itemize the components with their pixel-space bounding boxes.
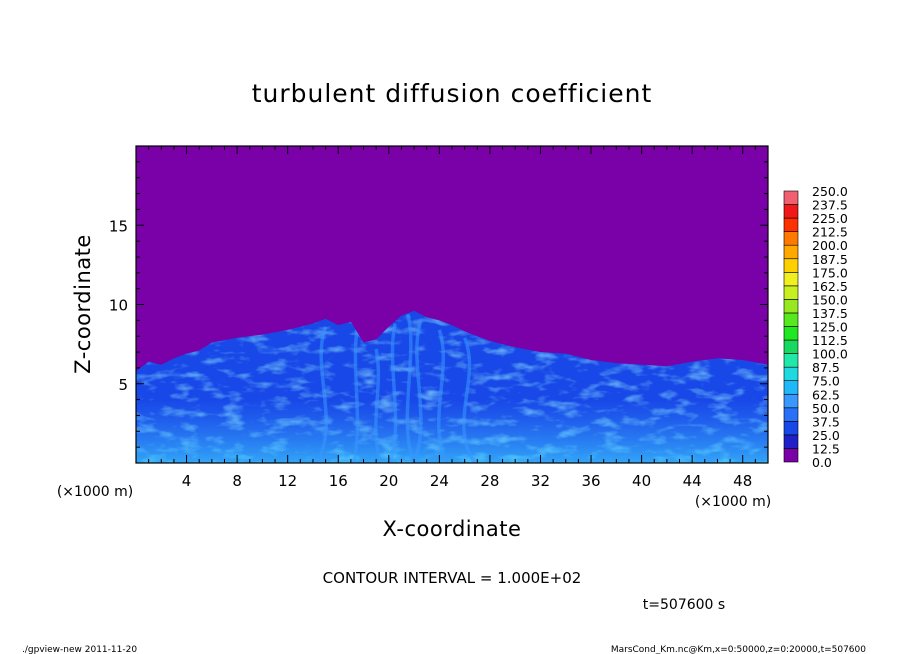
plume-streak — [436, 329, 450, 463]
colorbar-swatch — [783, 244, 799, 260]
colorbar-swatch — [783, 393, 799, 409]
colorbar-swatch — [783, 448, 799, 463]
y-tick-label: 5 — [118, 376, 128, 394]
colorbar-label: 25.0 — [812, 428, 840, 443]
plume-streak — [315, 326, 329, 463]
colorbar-label: 187.5 — [812, 252, 848, 267]
colorbar-swatch — [783, 299, 799, 314]
plume-streak — [405, 313, 416, 463]
colorbar-label: 37.5 — [812, 414, 840, 429]
y-tick-label: 15 — [109, 217, 128, 235]
plume-streak — [411, 321, 423, 463]
x-tick-label: 24 — [430, 472, 449, 490]
colorbar-label: 0.0 — [812, 455, 832, 470]
surface-glow — [136, 399, 768, 463]
x-tick-label: 20 — [379, 472, 398, 490]
x-axis-label: X-coordinate — [383, 517, 522, 541]
chart-title: turbulent diffusion coefficient — [252, 79, 653, 108]
time-text: t=507600 s — [643, 597, 725, 613]
x-tick-label: 48 — [733, 472, 752, 490]
plume-streak — [388, 323, 398, 463]
colorbar-swatch — [783, 258, 799, 273]
colorbar-label: 75.0 — [812, 374, 840, 389]
x-tick-label: 12 — [278, 472, 297, 490]
contour-interval-text: CONTOUR INTERVAL = 1.000E+02 — [323, 569, 582, 587]
colorbar-label: 162.5 — [812, 279, 848, 294]
colorbar-swatch — [783, 353, 799, 368]
colorbar-label: 237.5 — [812, 198, 848, 213]
colorbar-label: 125.0 — [812, 320, 848, 335]
colorbar-swatch — [783, 231, 799, 246]
colorbar-label: 100.0 — [812, 347, 848, 362]
y-tick-label: 10 — [109, 297, 128, 315]
x-tick-label: 36 — [581, 472, 600, 490]
plume-streak — [351, 328, 360, 463]
colorbar-swatch — [783, 407, 799, 422]
colorbar-swatch — [783, 190, 799, 205]
colorbar-label: 112.5 — [812, 333, 848, 348]
colorbar-swatch — [783, 366, 799, 381]
y-axis-ticks: 5 10 15 — [109, 161, 768, 448]
colorbar-swatch — [783, 312, 799, 327]
colorbar — [783, 190, 799, 463]
colorbar-swatch — [783, 326, 799, 341]
colorbar-swatch — [783, 339, 799, 354]
colorbar-labels: 250.0237.5225.0212.5200.0187.5175.0162.5… — [812, 184, 848, 470]
x-tick-label: 8 — [232, 472, 242, 490]
colorbar-label: 200.0 — [812, 238, 848, 253]
colorbar-label: 62.5 — [812, 387, 840, 402]
colorbar-swatch — [783, 421, 799, 436]
y-axis-label: Z-coordinate — [71, 234, 95, 374]
footer-right: MarsCond_Km.nc@Km,x=0:50000,z=0:20000,t=… — [611, 645, 866, 654]
colorbar-swatch — [783, 271, 799, 287]
colorbar-swatch — [783, 380, 799, 395]
plume-streak — [374, 348, 383, 463]
colorbar-label: 225.0 — [812, 211, 848, 226]
plume-streak — [462, 337, 477, 463]
colorbar-label: 50.0 — [812, 401, 840, 416]
colorbar-swatch — [783, 285, 799, 300]
plot-area — [136, 146, 768, 463]
x-tick-label: 28 — [480, 472, 499, 490]
x-tick-label: 44 — [683, 472, 702, 490]
colorbar-swatch — [783, 434, 799, 449]
colorbar-label: 250.0 — [812, 184, 848, 199]
x-tick-label: 16 — [329, 472, 348, 490]
x-tick-label: 40 — [632, 472, 651, 490]
colorbar-swatch — [783, 217, 799, 232]
x-tick-label: 32 — [531, 472, 550, 490]
colorbar-label: 87.5 — [812, 360, 840, 375]
x-axis-ticks: 4 8 12 16 20 24 28 32 36 40 44 48 — [148, 146, 756, 490]
x-tick-label: 4 — [182, 472, 192, 490]
colorbar-label: 137.5 — [812, 306, 848, 321]
footer-left: ./gpview-new 2011-11-20 — [22, 645, 137, 654]
x-unit-label: (×1000 m) — [695, 494, 771, 510]
y-unit-label: (×1000 m) — [57, 484, 133, 500]
colorbar-label: 150.0 — [812, 292, 848, 307]
colorbar-label: 212.5 — [812, 225, 848, 240]
colorbar-swatch — [783, 204, 799, 219]
colorbar-label: 175.0 — [812, 265, 848, 280]
colorbar-label: 12.5 — [812, 441, 840, 456]
